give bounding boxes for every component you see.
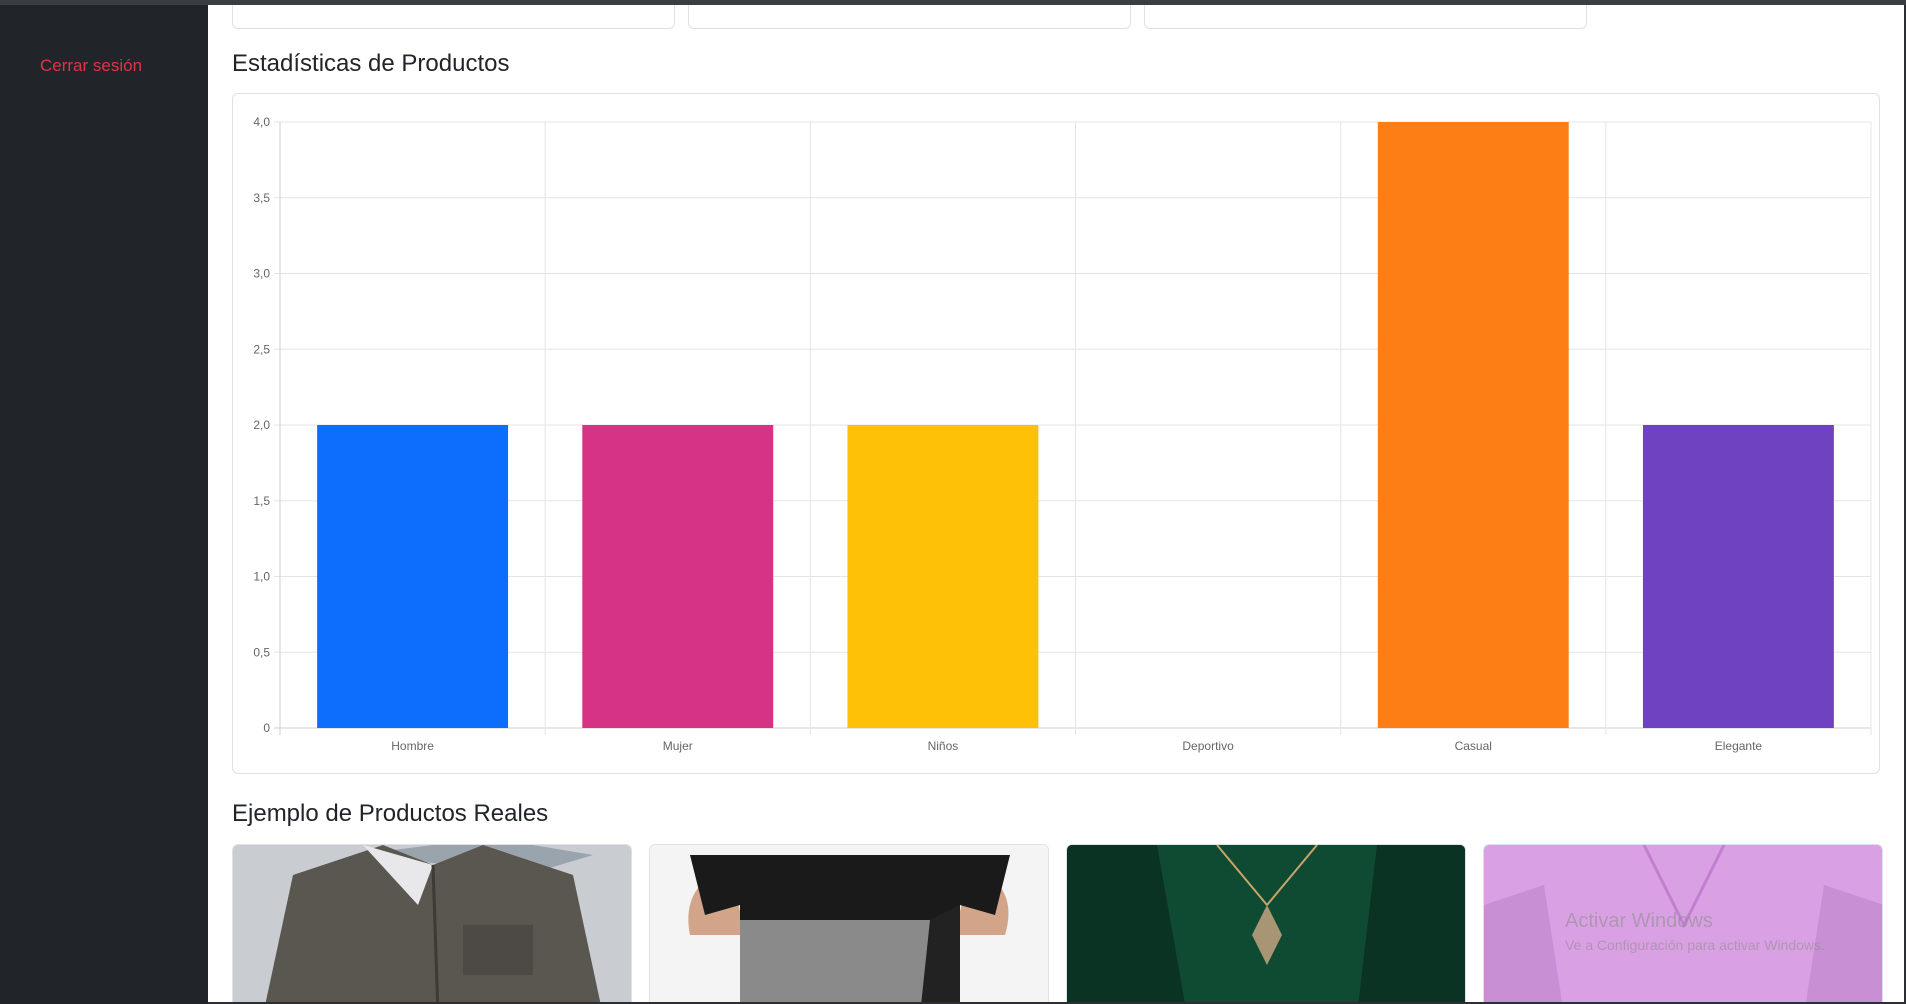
product-image-pink-blouse (1484, 845, 1882, 1002)
product-card[interactable] (1483, 844, 1883, 1002)
x-tick-label: Hombre (391, 739, 434, 753)
bar-casual (1377, 122, 1569, 728)
x-tick-label: Elegante (1715, 739, 1763, 753)
logout-link[interactable]: Cerrar sesión (40, 56, 143, 75)
summary-card (1144, 5, 1587, 29)
product-card[interactable] (649, 844, 1049, 1002)
y-tick-label: 2,0 (253, 418, 270, 432)
y-tick-label: 3,0 (253, 267, 270, 281)
watermark-title: Activar Windows (1565, 910, 1713, 932)
product-image-gray-shirt (233, 845, 631, 1002)
product-image-green-blouse (1067, 845, 1465, 1002)
y-tick-label: 1,5 (253, 494, 270, 508)
product-card[interactable] (1066, 844, 1466, 1002)
bar-chart: 0 0,5 1,0 1,5 2,0 2,5 3,0 3,5 4,0 Hombre Mujer Niño… (253, 115, 1872, 753)
x-tick-label: Niños (928, 739, 959, 753)
scrollbar[interactable] (1904, 5, 1906, 1004)
x-tick-label: Casual (1455, 739, 1492, 753)
y-tick-label: 1,0 (253, 570, 270, 584)
bottom-border (208, 1002, 1906, 1004)
main-content: Estadísticas de Productos 0 0,5 1,0 1,5 2,0 2… (208, 5, 1904, 1002)
bar-niños (847, 425, 1039, 728)
products-section-title: Ejemplo de Productos Reales (232, 800, 549, 827)
watermark-subtitle: Ve a Configuración para activar Windows. (1565, 937, 1825, 953)
product-card[interactable] (232, 844, 632, 1002)
y-tick-label: 3,5 (253, 191, 270, 205)
x-tick-label: Mujer (663, 739, 693, 753)
summary-card (232, 5, 675, 29)
sidebar: Cerrar sesión (0, 5, 208, 1004)
y-tick-label: 2,5 (253, 342, 270, 356)
windows-activation-watermark: Activar Windows Ve a Configuración para … (1565, 910, 1825, 953)
y-tick-label: 0 (263, 721, 270, 735)
product-image-black-tshirt (650, 845, 1048, 1002)
summary-card (688, 5, 1131, 29)
bar-hombre (317, 425, 509, 728)
product-stats-chart-card: 0 0,5 1,0 1,5 2,0 2,5 3,0 3,5 4,0 Hombre Mujer Niño… (232, 93, 1880, 774)
product-grid (232, 844, 1883, 1002)
bar-mujer (582, 425, 774, 728)
bar-elegante (1642, 425, 1834, 728)
stats-section-title: Estadísticas de Productos (232, 50, 510, 77)
y-tick-label: 4,0 (253, 115, 270, 129)
top-border (0, 0, 1906, 5)
x-tick-label: Deportivo (1182, 739, 1234, 753)
y-tick-label: 0,5 (253, 645, 270, 659)
